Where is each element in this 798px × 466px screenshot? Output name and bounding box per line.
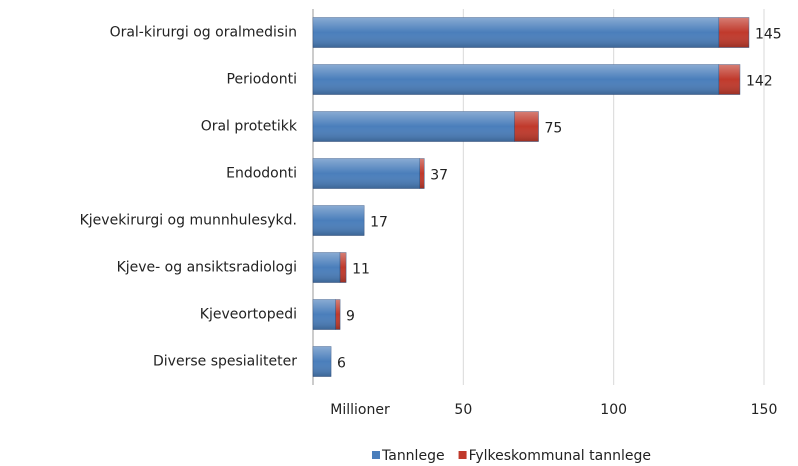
y-tick-label: Kjevekirurgi og munnhulesykd. bbox=[80, 213, 297, 229]
bar-segment bbox=[312, 17, 720, 48]
bar-segment bbox=[312, 111, 515, 142]
bar-shade bbox=[313, 205, 365, 236]
y-tick-label: Oral protetikk bbox=[201, 119, 298, 135]
bar-segment bbox=[718, 64, 741, 95]
data-label: 145 bbox=[755, 27, 782, 43]
bar-shade bbox=[313, 111, 515, 142]
y-tick-label: Endodonti bbox=[226, 166, 297, 182]
bar-shade bbox=[335, 299, 341, 330]
legend-swatch bbox=[458, 451, 467, 459]
bar-shade bbox=[718, 64, 740, 95]
y-tick-label: Diverse spesialiteter bbox=[153, 354, 297, 370]
bar-segment bbox=[312, 252, 341, 283]
bar-shade bbox=[313, 346, 332, 377]
data-label: 75 bbox=[545, 121, 563, 137]
bar-segment bbox=[419, 158, 425, 189]
bar-segment bbox=[339, 252, 347, 283]
bar-segment bbox=[335, 299, 341, 330]
y-tick-label: Kjeve- og ansiktsradiologi bbox=[117, 260, 297, 276]
bar-shade bbox=[313, 299, 336, 330]
y-tick-label: Oral-kirurgi og oralmedisin bbox=[110, 25, 297, 41]
bar-shade bbox=[313, 64, 719, 95]
bar-segment bbox=[312, 346, 332, 377]
x-axis-label: Millioner bbox=[330, 402, 390, 418]
bar-shade bbox=[313, 17, 719, 48]
x-tick-label: 100 bbox=[600, 402, 627, 418]
bar-segment bbox=[312, 205, 365, 236]
bar-segment bbox=[514, 111, 539, 142]
y-tick-label: Periodonti bbox=[227, 72, 297, 88]
data-label: 9 bbox=[346, 309, 355, 325]
x-tick-label: 50 bbox=[454, 402, 472, 418]
bar-segment bbox=[312, 299, 336, 330]
bar-shade bbox=[340, 252, 347, 283]
bar-shade bbox=[313, 158, 420, 189]
bar-segment bbox=[312, 158, 420, 189]
data-label: 37 bbox=[430, 168, 448, 184]
legend-label: Tannlege bbox=[381, 448, 445, 464]
x-tick-label: 150 bbox=[751, 402, 778, 418]
data-label: 17 bbox=[370, 215, 388, 231]
bar-shade bbox=[419, 158, 425, 189]
y-tick-label: Kjeveortopedi bbox=[200, 307, 297, 323]
bar-segment bbox=[312, 64, 720, 95]
data-label: 142 bbox=[746, 74, 773, 90]
data-label: 6 bbox=[337, 356, 346, 372]
bar-shade bbox=[718, 17, 749, 48]
bar-segment bbox=[718, 17, 750, 48]
data-label: 11 bbox=[352, 262, 370, 278]
bar-shade bbox=[514, 111, 539, 142]
legend-swatch bbox=[372, 451, 380, 459]
bar-shade bbox=[313, 252, 341, 283]
legend-label: Fylkeskommunal tannlege bbox=[469, 448, 651, 464]
